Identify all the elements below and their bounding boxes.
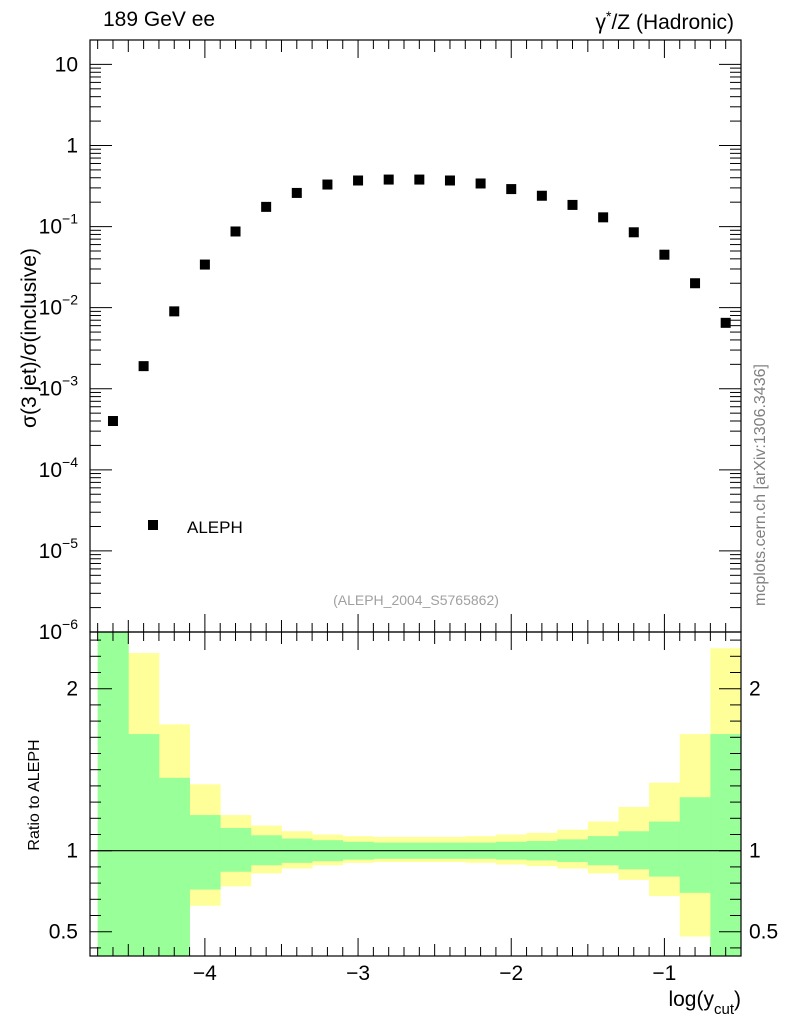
data-point: [322, 179, 333, 190]
data-point: [628, 227, 639, 238]
x-axis-title: log(ycut): [668, 988, 741, 1018]
data-point: [444, 175, 455, 186]
data-point: [230, 226, 241, 237]
y-tick-label: 1: [66, 134, 78, 157]
data-point: [506, 184, 517, 195]
x-tick-label: −1: [652, 962, 676, 985]
data-point: [659, 249, 670, 260]
data-point: [138, 361, 149, 372]
x-tick-label: −3: [346, 962, 370, 985]
y-tick-label: 10−6: [39, 616, 79, 644]
aleph-markers: [107, 174, 731, 427]
y-tick-label: 10−3: [39, 373, 79, 401]
x-tick-labels: −4 −3 −2 −1: [193, 962, 676, 985]
data-point: [567, 199, 578, 210]
x-tick-label: −2: [499, 962, 523, 985]
x-tick-label: −4: [193, 962, 217, 985]
legend-marker: [148, 520, 158, 530]
ratio-y-tick-label-right: 0.5: [749, 921, 778, 944]
ratio-y-tick-label: 0.5: [49, 921, 78, 944]
main-plot-frame: [89, 39, 742, 633]
data-point: [353, 175, 364, 186]
analysis-tag: (ALEPH_2004_S5765862): [333, 592, 499, 608]
ratio-band-bin: [128, 734, 160, 956]
data-point: [383, 174, 394, 185]
ratio-y-tick-label-right: 1: [749, 840, 761, 863]
data-point: [199, 259, 210, 270]
header-energy-label: 189 GeV ee: [103, 8, 216, 31]
y-tick-label: 10−2: [39, 292, 79, 320]
source-label: mcplots.cern.ch [arXiv:1306.3436]: [752, 364, 769, 606]
data-point: [690, 278, 701, 289]
ratio-y-tick-label-right: 2: [749, 678, 761, 701]
ratio-y-tick-label: 2: [66, 678, 78, 701]
ratio-band-bin: [220, 828, 252, 872]
ratio-bands: [97, 632, 742, 956]
ratio-band-bin: [97, 632, 129, 956]
ratio-y-axis-title: Ratio to ALEPH: [26, 739, 43, 850]
main-y-axis-title: σ(3 jet)/σ(inclusive): [18, 248, 41, 428]
data-point: [261, 201, 272, 212]
y-tick-label: 10−1: [39, 211, 79, 239]
ratio-plot-frame: [89, 631, 742, 957]
ratio-band-bin: [710, 734, 742, 956]
ratio-y-tick-labels: 0.5 0.5 1 1 2 2: [49, 678, 778, 944]
y-tick-label: 10: [55, 53, 78, 76]
data-point: [536, 190, 547, 201]
data-point: [720, 317, 731, 328]
axis-ticks: [90, 39, 742, 956]
data-point: [291, 187, 302, 198]
main-y-tick-labels: 10−6 10−5 10−4 10−3 10−2 10−1 1 10: [39, 53, 79, 644]
ratio-band-bin: [189, 815, 221, 890]
ratio-band-bin: [649, 821, 681, 877]
data-point: [475, 178, 486, 189]
legend-label: ALEPH: [187, 518, 243, 537]
header-process-label: γ*/Z (Hadronic): [595, 8, 734, 34]
y-tick-label: 10−5: [39, 535, 79, 563]
ratio-band-bin: [679, 797, 711, 893]
data-point: [169, 306, 180, 317]
data-point: [414, 174, 425, 185]
data-point: [598, 212, 609, 223]
ratio-y-tick-label: 1: [66, 840, 78, 863]
y-tick-label: 10−4: [39, 454, 79, 482]
data-point: [107, 416, 118, 427]
ratio-band-bin: [158, 777, 190, 956]
